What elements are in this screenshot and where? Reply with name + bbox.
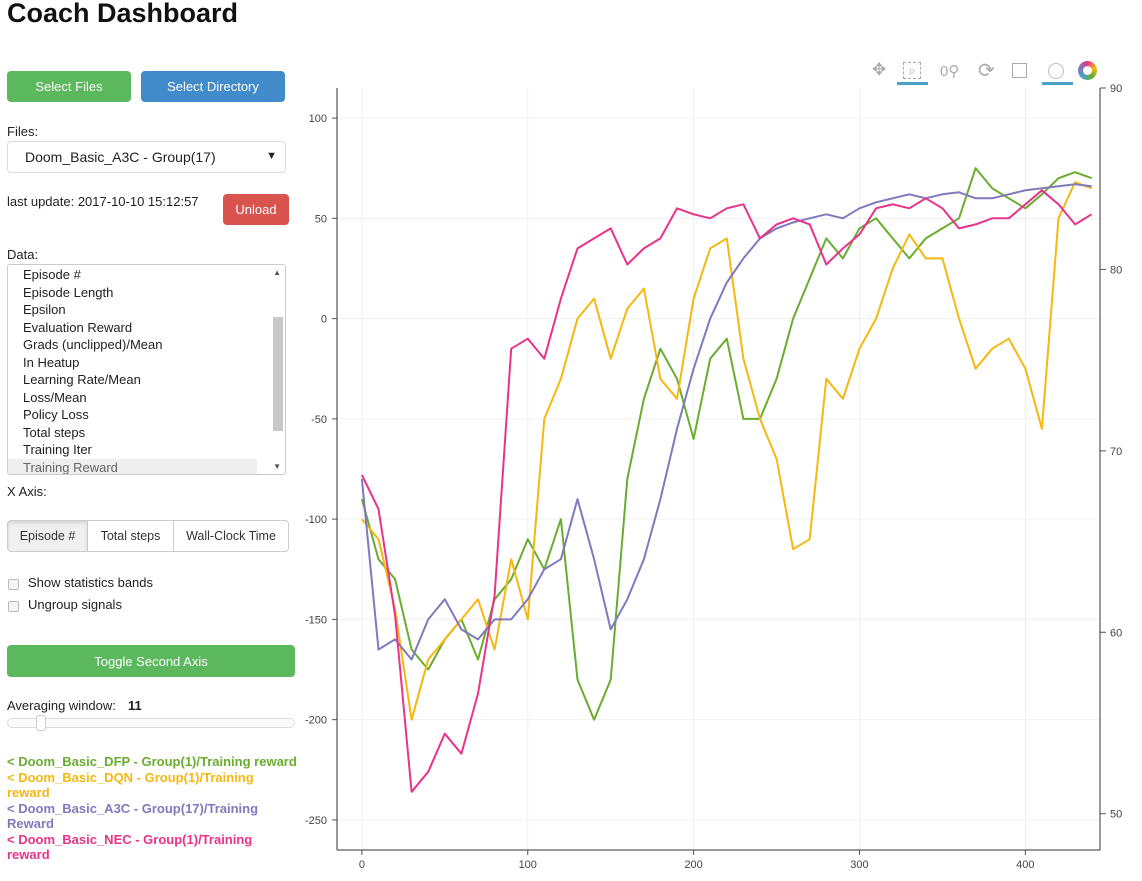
scroll-up-icon[interactable]: ▲ xyxy=(273,268,281,277)
y-tick-label: -100 xyxy=(305,514,327,526)
y-tick-label: 50 xyxy=(315,213,327,225)
list-item[interactable]: Episode # xyxy=(23,267,81,282)
averaging-window-label: Averaging window: xyxy=(7,698,116,713)
page-title: Coach Dashboard xyxy=(7,0,239,28)
list-item[interactable]: Learning Rate/Mean xyxy=(23,372,141,387)
series-line-2 xyxy=(360,183,1092,661)
ungroup-signals-label: Ungroup signals xyxy=(28,597,122,612)
data-label: Data: xyxy=(7,247,39,262)
files-selected-value: Doom_Basic_A3C - Group(17) xyxy=(25,149,216,165)
x-axis-wall-clock-button[interactable]: Wall-Clock Time xyxy=(186,529,276,543)
unload-button[interactable]: Unload xyxy=(223,194,289,225)
data-list[interactable]: Episode # Episode Length Epsilon Evaluat… xyxy=(7,264,286,475)
list-item[interactable]: Grads (unclipped)/Mean xyxy=(23,337,163,352)
y-tick-label: -250 xyxy=(305,815,327,827)
y-tick-label: 0 xyxy=(321,314,327,326)
scroll-down-icon[interactable]: ▼ xyxy=(273,462,281,471)
slider-handle[interactable] xyxy=(36,715,46,731)
ungroup-signals-checkbox[interactable] xyxy=(8,601,19,612)
list-item[interactable]: Epsilon xyxy=(23,302,66,317)
y2-tick-label: 50 xyxy=(1110,809,1122,821)
show-statistics-bands-label: Show statistics bands xyxy=(28,575,154,590)
y-tick-label: -200 xyxy=(305,715,327,727)
list-item[interactable]: Training Iter xyxy=(23,442,92,457)
x-tick-label: 400 xyxy=(1016,859,1034,871)
x-axis-label: X Axis: xyxy=(7,484,47,499)
list-item[interactable]: Evaluation Reward xyxy=(23,319,133,335)
reset-icon[interactable]: ⟳ xyxy=(978,60,995,82)
list-item[interactable]: Loss/Mean xyxy=(23,389,87,405)
files-select[interactable]: Doom_Basic_A3C - Group(17) ▼ xyxy=(7,141,286,173)
series-line-0 xyxy=(360,167,1093,721)
averaging-window-value: 11 xyxy=(128,698,142,713)
legend-item-nec[interactable]: < Doom_Basic_NEC - Group(1)/Training rew… xyxy=(7,831,253,863)
active-tool-indicator xyxy=(897,82,928,85)
active-inspector-indicator xyxy=(1042,82,1073,85)
list-item-selected[interactable]: Training Reward xyxy=(8,458,257,474)
series-line-1 xyxy=(361,181,1093,721)
list-item[interactable]: Policy Loss xyxy=(23,407,89,422)
x-tick-label: 300 xyxy=(850,859,868,871)
x-axis-total-steps-button[interactable]: Total steps xyxy=(88,521,174,551)
series-line-3 xyxy=(361,189,1093,793)
toggle-second-axis-button[interactable]: Toggle Second Axis xyxy=(7,645,295,677)
select-directory-button[interactable]: Select Directory xyxy=(141,71,285,102)
select-files-button[interactable]: Select Files xyxy=(7,71,131,102)
legend-item-a3c[interactable]: < Doom_Basic_A3C - Group(17)/Training Re… xyxy=(7,800,259,832)
averaging-window-slider[interactable] xyxy=(7,715,295,731)
y-tick-label: -150 xyxy=(305,614,327,626)
list-item[interactable]: In Heatup xyxy=(23,354,80,370)
show-statistics-bands-checkbox[interactable] xyxy=(8,579,19,590)
y-tick-label: -50 xyxy=(311,414,327,426)
legend-item-dqn[interactable]: < Doom_Basic_DQN - Group(1)/Training rew… xyxy=(7,769,254,801)
x-tick-label: 200 xyxy=(684,859,702,871)
files-label: Files: xyxy=(7,124,39,139)
x-axis-selector[interactable]: Episode # Total steps Wall-Clock Time xyxy=(7,520,289,552)
legend: < Doom_Basic_DFP - Group(1)/Training rew… xyxy=(7,754,297,863)
save-icon[interactable] xyxy=(1012,63,1027,78)
x-axis-episode-button[interactable]: Episode # xyxy=(8,521,88,551)
list-item[interactable]: Total steps xyxy=(23,424,86,440)
x-tick-label: 0 xyxy=(359,859,365,871)
list-item[interactable]: Episode Length xyxy=(23,284,114,300)
y2-tick-label: 80 xyxy=(1110,264,1122,276)
chevron-down-icon: ▼ xyxy=(266,150,277,162)
y2-tick-label: 60 xyxy=(1110,627,1122,639)
crosshair-icon[interactable] xyxy=(1048,63,1064,79)
wheel-zoom-icon[interactable]: 0⚲ xyxy=(940,63,960,80)
bokeh-logo-icon[interactable] xyxy=(1078,61,1097,80)
y2-tick-label: 90 xyxy=(1110,83,1122,95)
last-update-text: last update: 2017-10-10 15:12:57 xyxy=(7,194,199,209)
y2-tick-label: 70 xyxy=(1110,446,1122,458)
scrollbar[interactable] xyxy=(273,317,283,431)
x-tick-label: 100 xyxy=(519,859,537,871)
pan-icon[interactable]: ✥ xyxy=(872,60,887,79)
legend-item-dfp[interactable]: < Doom_Basic_DFP - Group(1)/Training rew… xyxy=(7,754,297,769)
y-tick-label: 100 xyxy=(309,113,327,125)
box-zoom-icon[interactable]: ⌕ xyxy=(903,62,921,79)
